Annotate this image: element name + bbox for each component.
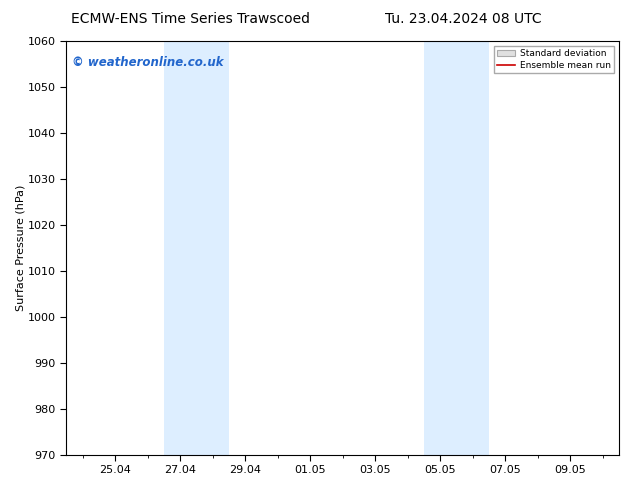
Legend: Standard deviation, Ensemble mean run: Standard deviation, Ensemble mean run (494, 46, 614, 74)
Bar (424, 41, 489, 455)
Text: © weatheronline.co.uk: © weatheronline.co.uk (72, 55, 223, 69)
Y-axis label: Surface Pressure (hPa): Surface Pressure (hPa) (15, 185, 25, 311)
Text: ECMW-ENS Time Series Trawscoed: ECMW-ENS Time Series Trawscoed (71, 12, 309, 26)
Bar (164, 41, 229, 455)
Text: Tu. 23.04.2024 08 UTC: Tu. 23.04.2024 08 UTC (384, 12, 541, 26)
